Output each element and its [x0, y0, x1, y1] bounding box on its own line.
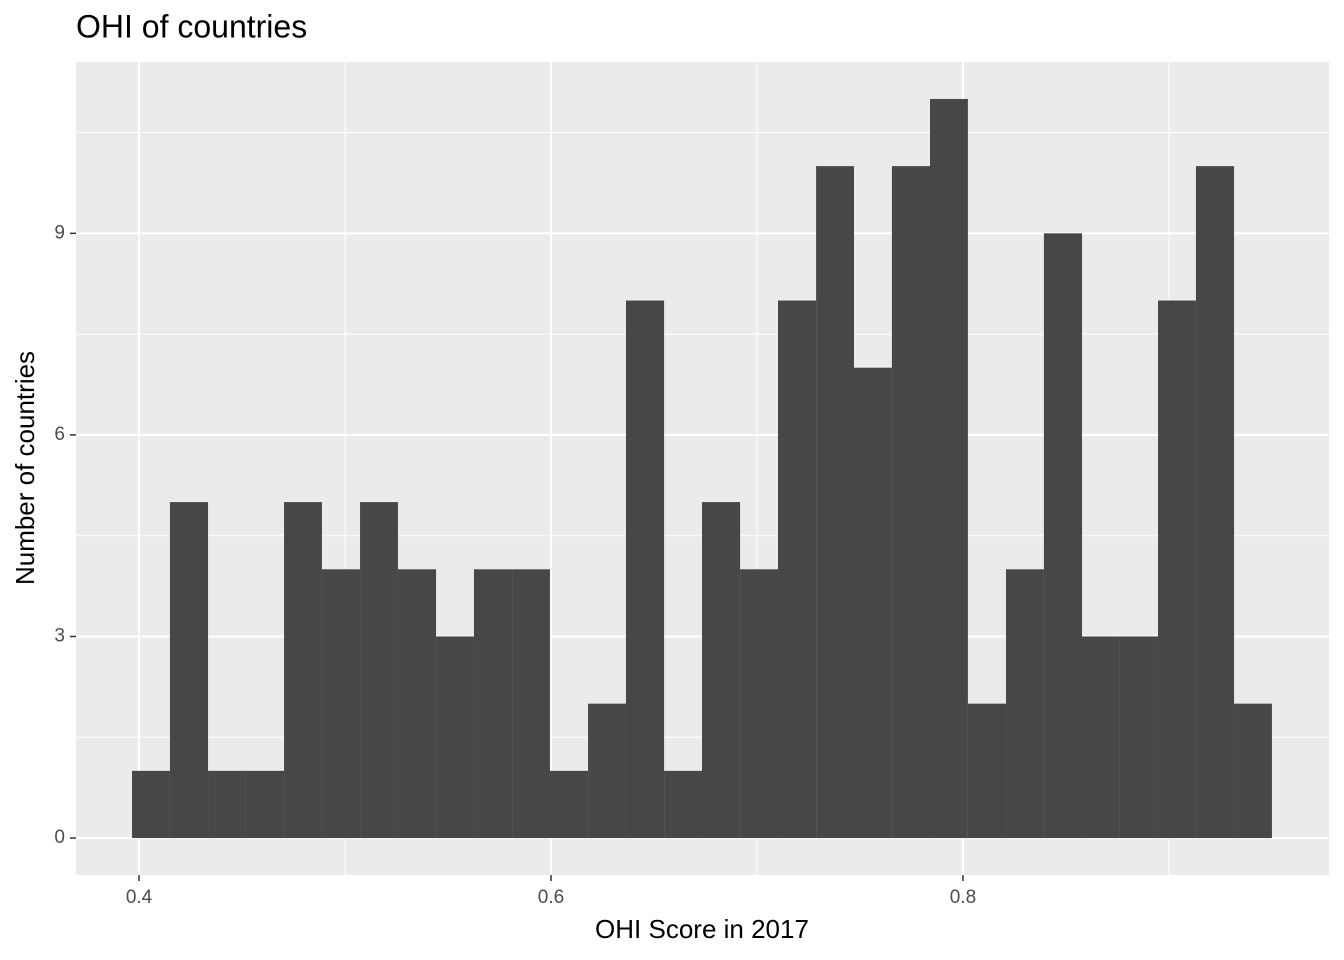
bar [967, 703, 1007, 839]
bar [625, 300, 665, 839]
bar [740, 569, 778, 839]
y-tick-label: 3 [54, 625, 65, 646]
bar [512, 569, 550, 839]
bar [245, 770, 285, 839]
bar [891, 166, 931, 839]
bar [777, 300, 817, 839]
x-tick-label: 0.8 [950, 887, 976, 908]
bar [169, 502, 209, 839]
y-tick-label: 9 [54, 222, 65, 243]
bar [701, 502, 741, 839]
bar [132, 770, 170, 839]
bar [1043, 233, 1083, 839]
bar [854, 367, 892, 839]
bar [1119, 636, 1159, 839]
bar [436, 636, 474, 839]
bar [1195, 166, 1235, 839]
bar [321, 569, 361, 839]
y-tick-label: 6 [54, 424, 65, 445]
bar [1082, 636, 1120, 839]
bar [397, 569, 437, 839]
bar [664, 770, 702, 839]
bar [1006, 569, 1044, 839]
y-axis-title: Number of countries [10, 351, 40, 585]
bar [208, 770, 246, 839]
bar [1158, 300, 1196, 839]
bar [549, 770, 589, 839]
bar [473, 569, 513, 839]
bar [816, 166, 855, 839]
x-axis-title: OHI Score in 2017 [595, 914, 809, 944]
x-tick-label: 0.4 [126, 887, 153, 908]
y-tick-label: 0 [54, 827, 65, 848]
x-tick-label: 0.6 [538, 887, 564, 908]
bar [930, 98, 968, 839]
chart-title: OHI of countries [76, 8, 307, 44]
bar [588, 703, 626, 839]
bar [360, 502, 398, 839]
bar [1234, 703, 1272, 839]
bar [284, 502, 322, 839]
